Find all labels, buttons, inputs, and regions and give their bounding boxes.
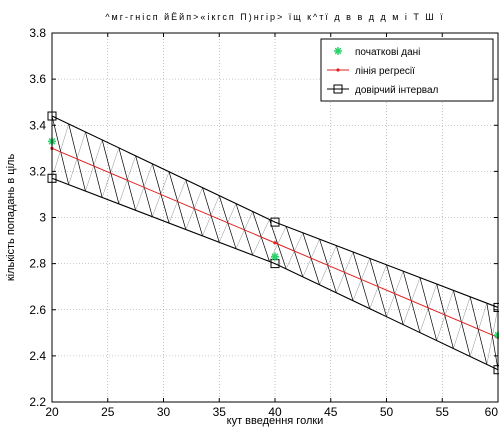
- band-hatch-line: [51, 123, 69, 179]
- band-hatch-line: [419, 277, 438, 341]
- legend-entry: лінія регресії: [327, 66, 415, 77]
- band-hatch-line: [85, 139, 103, 192]
- band-hatch-line: [453, 296, 471, 349]
- band-hatch-line: [168, 171, 187, 230]
- band-hatch-line: [235, 203, 254, 256]
- tick-labels: 20 25 30 35 40 45 50 55 60 2.2 2.4 2.6 2.8 3 3.2 3.4 3.6…: [29, 26, 499, 419]
- y-tick-label: 3.4: [29, 118, 46, 132]
- x-axis-label: кут введення голки: [227, 415, 324, 427]
- confidence-band-hatch: [51, 115, 499, 370]
- band-hatch-line: [185, 179, 203, 236]
- legend-label: довірчий інтервал: [355, 85, 439, 96]
- band-hatch-line: [352, 251, 371, 309]
- band-hatch-line: [68, 131, 86, 185]
- band-hatch-line: [436, 283, 454, 349]
- band-hatch-line: [319, 239, 337, 293]
- band-hatch-line: [386, 264, 404, 325]
- x-tick-label: 55: [436, 405, 450, 419]
- band-hatch-line: [68, 123, 86, 192]
- legend-label: лінія регресії: [355, 66, 415, 77]
- band-hatch-line: [152, 163, 170, 224]
- y-axis-label: кількість попадань в ціль: [5, 154, 17, 282]
- band-hatch-line: [51, 115, 70, 185]
- x-tick-label: 45: [324, 405, 338, 419]
- legend-entry: довірчий інтервал: [327, 84, 439, 96]
- band-hatch-line: [469, 296, 488, 365]
- legend-square: [333, 84, 343, 94]
- band-hatch-line: [335, 245, 354, 301]
- band-hatch-line: [402, 271, 421, 333]
- band-hatch-line: [469, 303, 488, 357]
- y-tick-label: 2.4: [29, 349, 46, 363]
- chart-title: ^мг-гнісп йЁйп>«ікгсп П)нгір˃ їщ к^тї д …: [105, 12, 444, 22]
- legend-box: [320, 38, 494, 102]
- band-hatch-line: [218, 195, 237, 249]
- x-tick-label: 30: [157, 405, 171, 419]
- y-tick-label: 3.8: [29, 26, 46, 40]
- legend-dot: [336, 68, 340, 72]
- ci-upper-line: [51, 115, 499, 308]
- ci-lower-line: [51, 177, 499, 371]
- x-tick-label: 50: [380, 405, 394, 419]
- band-hatch-line: [453, 290, 471, 357]
- y-tick-label: 3.6: [29, 72, 46, 86]
- y-tick-label: 3.2: [29, 164, 46, 178]
- legend: початкові дані лінія регресії довірчий інт…: [320, 38, 494, 102]
- x-tick-label: 40: [268, 405, 282, 419]
- y-tick-label: 2.8: [29, 257, 46, 271]
- y-tick-label: 2.6: [29, 303, 46, 317]
- y-tick-label: 2.2: [29, 395, 46, 409]
- legend-label: початкові дані: [355, 47, 420, 58]
- x-tick-label: 25: [101, 405, 115, 419]
- band-hatch-line: [135, 155, 153, 217]
- band-hatch-line: [85, 131, 103, 198]
- regression-point: [273, 241, 277, 245]
- legend-entries: початкові дані лінія регресії довірчий інт…: [327, 47, 439, 96]
- ci-point: [270, 217, 280, 227]
- x-tick-label: 35: [213, 405, 227, 419]
- band-hatch-line: [118, 147, 136, 211]
- band-hatch-line: [369, 258, 387, 317]
- band-hatch-line: [486, 307, 499, 365]
- legend-asterisk: [334, 47, 342, 55]
- legend-entry: початкові дані: [334, 47, 420, 58]
- x-tick-label: 60: [485, 405, 499, 419]
- y-tick-label: 3: [39, 211, 46, 225]
- band-hatch-line: [101, 139, 120, 204]
- band-hatch-line: [202, 187, 220, 243]
- x-tick-label: 20: [45, 405, 59, 419]
- data-point: [271, 252, 279, 261]
- band-hatch-line: [302, 232, 320, 285]
